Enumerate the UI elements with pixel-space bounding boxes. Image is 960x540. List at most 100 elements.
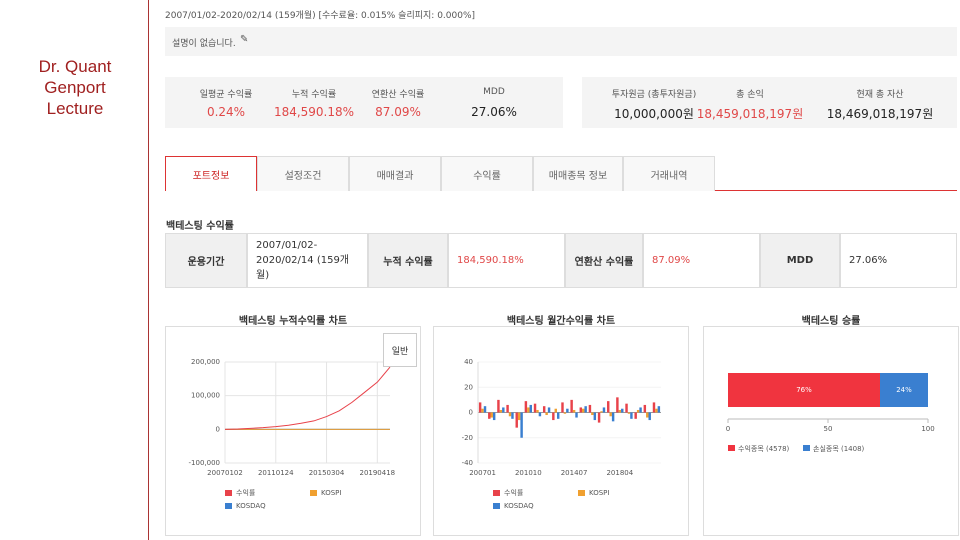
bar — [602, 407, 606, 413]
value-label: 24% — [896, 386, 912, 394]
bar — [579, 407, 583, 413]
y-tick-label: 0 — [469, 409, 473, 417]
asset-label: 현재 총 자산 — [856, 90, 904, 100]
bar — [552, 412, 555, 421]
x-tick-label: 0 — [726, 425, 730, 433]
bar — [621, 408, 624, 413]
bar — [616, 397, 619, 413]
chart-panel — [433, 326, 689, 536]
bar — [520, 412, 523, 438]
legend-swatch — [493, 490, 500, 496]
y-tick-label: -40 — [462, 459, 473, 467]
value-label: 76% — [796, 386, 812, 394]
bar — [636, 409, 640, 413]
asset-label: 투자원금 (총투자원금) — [611, 90, 697, 100]
tab[interactable]: 매매종목 정보 — [533, 156, 623, 191]
x-tick-label: 201010 — [515, 469, 542, 477]
bar — [488, 412, 491, 419]
bar — [591, 412, 594, 416]
tab[interactable]: 거래내역 — [623, 156, 715, 191]
asset-value: 18,459,018,197원 — [696, 107, 804, 121]
bar — [634, 412, 637, 419]
sidebar — [0, 0, 149, 540]
x-tick-label: 201804 — [606, 469, 633, 477]
tab[interactable]: 포트정보 — [165, 156, 257, 191]
stat-label: 연환산 수익률 — [371, 90, 425, 100]
bar — [536, 409, 539, 413]
table-cell: 운용기간 — [165, 233, 247, 288]
stat-label: MDD — [483, 87, 505, 97]
bar — [483, 406, 487, 413]
chart-title: 백테스팅 승률 — [801, 316, 861, 327]
legend-swatch — [310, 490, 317, 496]
bar — [570, 399, 573, 413]
bar — [524, 401, 528, 413]
period: 2007/01/02-2020/02/14 (159개월) [수수료율: 0.0… — [165, 11, 476, 21]
x-tick-label: 201407 — [561, 469, 588, 477]
legend-label: KOSPI — [589, 489, 609, 497]
table-cell: 연환산 수익률 — [565, 233, 643, 288]
bar — [593, 412, 597, 421]
chart-title: 백테스팅 누적수익률 차트 — [238, 316, 348, 327]
bar — [607, 401, 610, 413]
edit-icon[interactable]: ✎ — [240, 34, 249, 45]
bar — [515, 412, 518, 428]
bar — [880, 373, 928, 407]
bar — [572, 409, 576, 413]
chart-toggle[interactable]: 일반 — [383, 333, 417, 367]
bar — [497, 399, 500, 413]
bar — [554, 408, 557, 413]
table-cell: 누적 수익률 — [368, 233, 448, 288]
x-tick-label: 200701 — [469, 469, 496, 477]
tab[interactable]: 설정조건 — [257, 156, 349, 191]
bar — [639, 407, 642, 413]
table-cell: 87.09% — [643, 233, 760, 288]
legend-label: KOSPI — [321, 489, 341, 497]
stat-value: 0.24% — [206, 105, 246, 119]
table-cell: 27.06% — [840, 233, 957, 288]
bar — [611, 412, 615, 422]
bar — [542, 406, 546, 413]
chart: -40 -20 0 20 40 200701 201010 201407 201804 수익률 KO… — [462, 358, 661, 510]
y-tick-label: -100,000 — [189, 459, 220, 467]
legend-swatch — [493, 503, 500, 509]
table-cell: 184,590.18% — [448, 233, 565, 288]
asset-value: 18,469,018,197원 — [826, 107, 934, 121]
bar — [556, 412, 560, 419]
chart-title: 백테스팅 월간수익률 차트 — [506, 316, 616, 327]
bar — [527, 407, 530, 413]
y-tick-label: 100,000 — [191, 392, 220, 400]
bar — [508, 412, 512, 417]
asset-label: 총 손익 — [736, 90, 764, 100]
y-tick-label: -20 — [462, 434, 473, 442]
stat-label: 누적 수익률 — [291, 90, 337, 100]
legend-label: 수익률 — [504, 489, 524, 497]
tab[interactable]: 수익률 — [441, 156, 533, 191]
bar — [646, 412, 649, 418]
stat-value: 184,590.18% — [273, 105, 355, 119]
table-cell: MDD — [760, 233, 840, 288]
stat-value: 87.09% — [375, 105, 421, 119]
assets-panel — [582, 77, 957, 128]
bar — [630, 412, 633, 419]
asset-value: 10,000,000원 — [614, 107, 694, 121]
chart: 76% 24% 0 50 100 수익종목 (4578) 손실종목 (1408) — [726, 373, 935, 453]
bar — [625, 403, 628, 413]
bar — [545, 412, 548, 416]
x-tick-label: 100 — [921, 425, 934, 433]
description[interactable]: 설명이 없습니다. — [172, 39, 236, 49]
bar — [655, 408, 658, 413]
bar — [582, 408, 585, 413]
bar — [588, 404, 592, 413]
legend-label: 수익종목 (4578) — [738, 445, 790, 453]
legend-swatch — [578, 490, 585, 496]
chart-panel — [703, 326, 959, 536]
tab[interactable]: 매매결과 — [349, 156, 441, 191]
y-tick-label: 200,000 — [191, 358, 220, 366]
stats-panel — [165, 77, 563, 128]
line — [224, 366, 391, 430]
legend-swatch — [225, 490, 232, 496]
bar — [499, 409, 503, 413]
bar — [627, 412, 631, 414]
bar — [575, 412, 578, 418]
